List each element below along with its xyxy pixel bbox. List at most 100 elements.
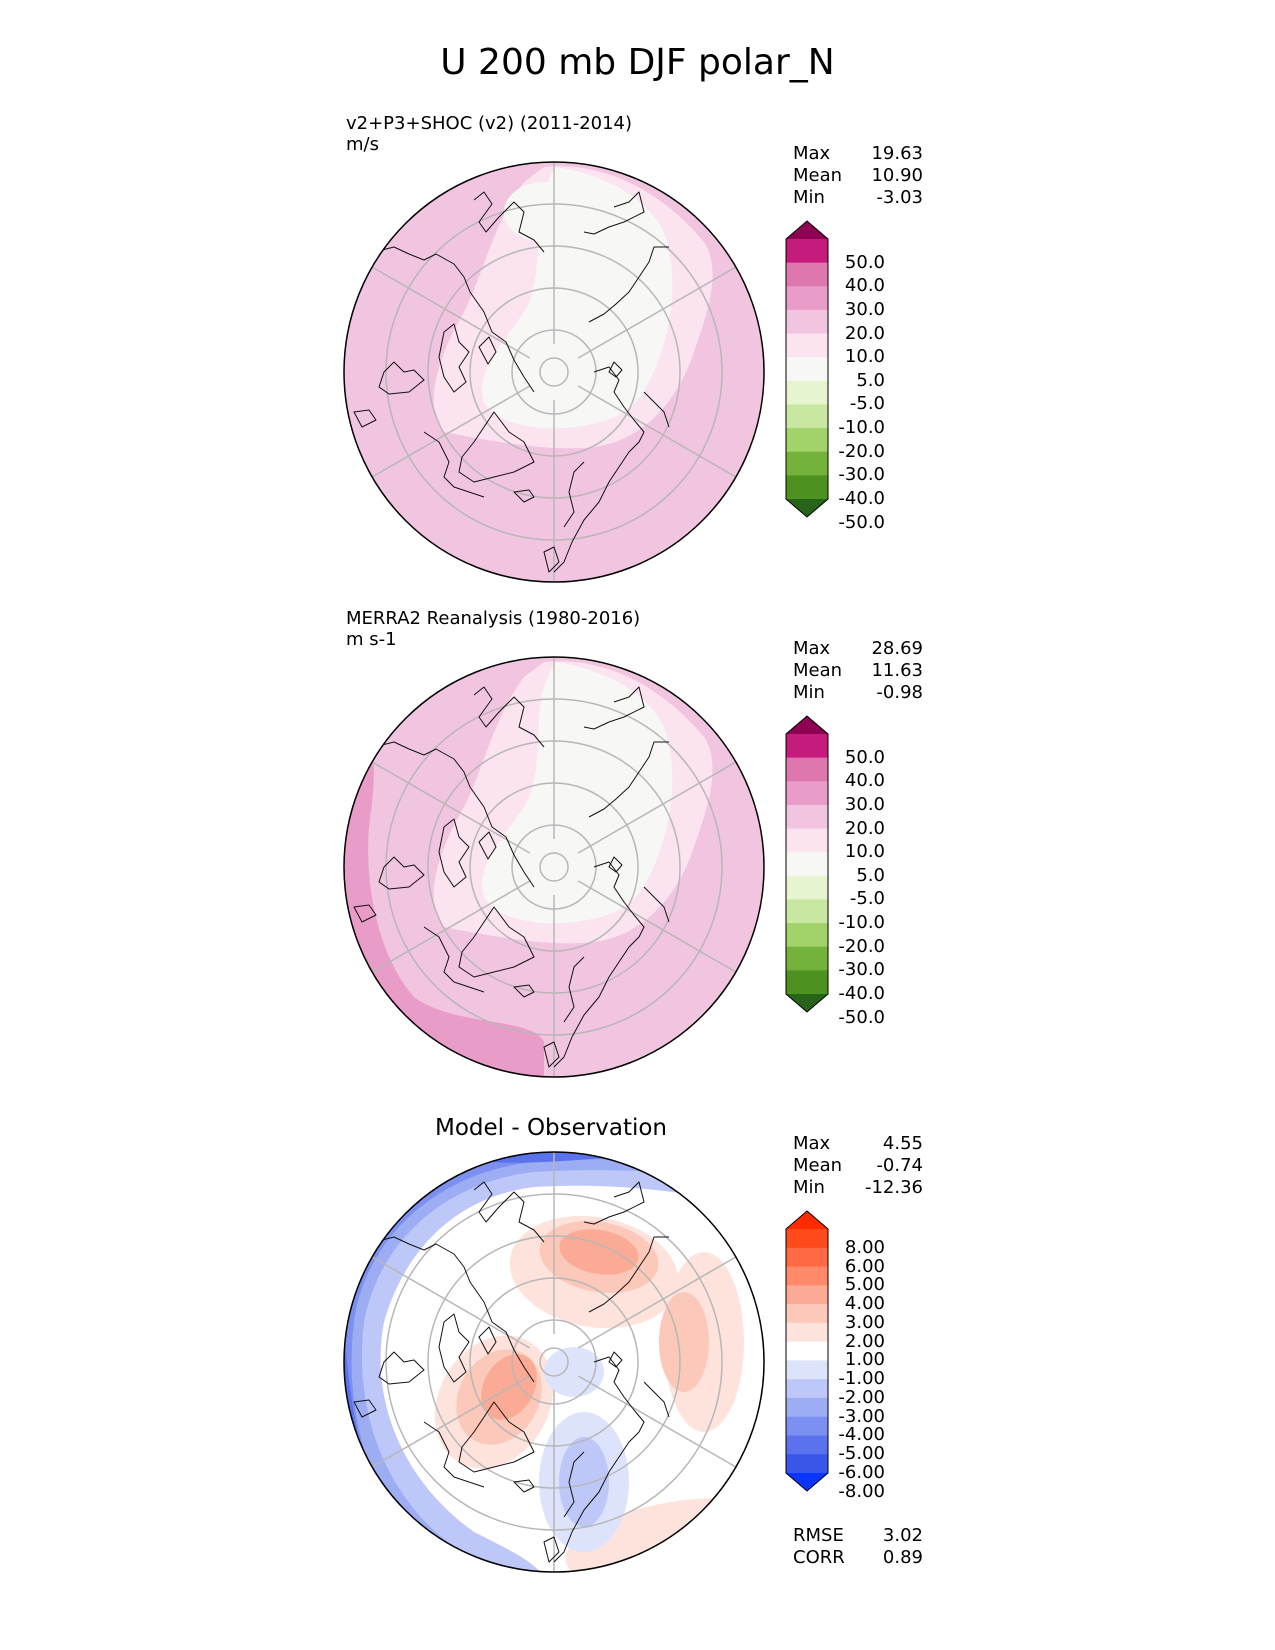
colorbar-tick-label: 50.0	[844, 746, 885, 768]
colorbar-segment	[786, 1454, 828, 1474]
coastline	[583, 191, 645, 235]
colorbar-tick-label: 2.00	[844, 1330, 885, 1352]
polar-map-difference	[343, 1151, 765, 1573]
colorbar-outline	[785, 220, 829, 518]
min-value: -12.36	[864, 1177, 923, 1198]
min-label: Min	[793, 682, 825, 703]
mean-label: Mean	[793, 1155, 843, 1176]
coastline	[378, 361, 425, 395]
panel-difference-title: Model - Observation	[434, 1115, 668, 1141]
coastline	[473, 191, 545, 253]
coastline	[353, 409, 377, 428]
map-boundary	[343, 161, 765, 583]
colorbar-segment	[786, 923, 828, 948]
contour-band	[659, 1292, 709, 1392]
colorbar-extend-min	[786, 499, 828, 517]
panel-test-units: m/s	[346, 134, 379, 155]
max-label: Max	[793, 1133, 831, 1154]
coastline	[588, 246, 669, 323]
colorbar-tick-label: 6.00	[844, 1255, 885, 1277]
colorbar-tick-label: -50.0	[838, 1006, 885, 1028]
colorbar-tick-label: 20.0	[844, 817, 885, 839]
coastline	[563, 461, 585, 528]
figure-title: U 200 mb DJF polar_N	[440, 42, 835, 83]
coastline	[543, 546, 560, 573]
coastline	[643, 1381, 670, 1418]
colorbar-tick-label: -8.00	[838, 1480, 885, 1502]
polar-map-test	[343, 161, 765, 583]
coastline	[643, 886, 670, 923]
coastline	[583, 1181, 645, 1225]
colorbar-segment	[786, 333, 828, 358]
panel-reference-units: m s-1	[346, 629, 397, 650]
coastline	[458, 906, 535, 978]
colorbar-tick-label: 10.0	[844, 346, 885, 368]
coastline	[373, 741, 535, 888]
map-field	[344, 657, 764, 1077]
mean-value: -0.74	[876, 1155, 923, 1176]
colorbar-segment	[786, 946, 828, 971]
colorbar-tick-label: -6.00	[838, 1462, 885, 1483]
mean-label: Mean	[793, 165, 843, 186]
min-label: Min	[793, 187, 825, 208]
colorbar-extend-min	[786, 994, 828, 1012]
coastline	[608, 1351, 623, 1368]
colorbar-segment	[786, 357, 828, 382]
colorbar-tick-label: 10.0	[844, 841, 885, 863]
coastline	[353, 1399, 377, 1418]
latitude-circle	[539, 852, 569, 882]
meridian-line	[371, 266, 531, 359]
meridian-line	[371, 880, 531, 973]
coastline	[478, 336, 497, 365]
panel-difference-metrics: RMSE 3.02 CORR 0.89	[793, 1525, 923, 1569]
coastline	[563, 1451, 585, 1518]
colorbar-segment	[786, 875, 828, 901]
coastline	[553, 861, 645, 1068]
colorbar-tick-label: -5.0	[849, 888, 885, 910]
colorbar-segment	[786, 970, 828, 995]
coastline	[563, 956, 585, 1023]
rmse-value: 3.02	[882, 1525, 923, 1546]
colorbar-graphic	[785, 715, 829, 1013]
map-boundary	[343, 1151, 765, 1573]
coastline	[373, 1236, 535, 1383]
colorbar-segment	[786, 262, 828, 287]
meridian-line	[577, 385, 737, 478]
coastline	[378, 856, 425, 890]
panel-test-title-line1: v2+P3+SHOC (v2) (2011-2014)	[346, 113, 633, 134]
colorbar-segment	[786, 1229, 828, 1249]
colorbar-segment	[786, 1341, 828, 1361]
meridian-line	[577, 880, 737, 973]
coastline	[588, 1236, 669, 1313]
rmse-label: RMSE	[793, 1525, 844, 1546]
colorbar-tick-label: -10.0	[838, 912, 885, 934]
coastline	[608, 361, 623, 378]
colorbar-tick-label: 5.0	[856, 864, 885, 886]
colorbar-extend-max	[786, 716, 828, 734]
colorbar-segment	[786, 1397, 828, 1418]
colorbar-extend-min	[786, 1473, 828, 1491]
min-value: -3.03	[876, 187, 923, 208]
colorbar-tick-label: 40.0	[844, 770, 885, 792]
meridian-line	[577, 266, 737, 359]
colorbar-segment	[786, 1285, 828, 1305]
colorbar-segment	[786, 1322, 828, 1343]
panel-difference-stats: Max 4.55 Mean -0.74 Min -12.36	[793, 1133, 923, 1199]
colorbar-segment	[786, 404, 828, 429]
colorbar-tick-label: -3.00	[838, 1405, 885, 1427]
colorbar-segment	[786, 1247, 828, 1268]
colorbar-segment	[786, 286, 828, 311]
colorbar-tick-label: 3.00	[844, 1311, 885, 1333]
contour-band	[482, 662, 673, 924]
panel-test: v2+P3+SHOC (v2) (2011-2014) m/s Max 19.63…	[0, 110, 1275, 600]
colorbar-tick-label: -30.0	[838, 959, 885, 981]
colorbar-tick-label: 30.0	[844, 793, 885, 815]
colorbar-tick-label: -10.0	[838, 417, 885, 439]
mean-value: 11.63	[871, 660, 923, 681]
colorbar-extend-max	[786, 1211, 828, 1229]
colorbar-segment	[786, 757, 828, 782]
colorbar-tick-label: -4.00	[838, 1424, 885, 1446]
colorbar-tick-label: -5.0	[849, 393, 885, 415]
coastline	[423, 926, 485, 993]
colorbar-tick-label: 50.0	[844, 251, 885, 273]
